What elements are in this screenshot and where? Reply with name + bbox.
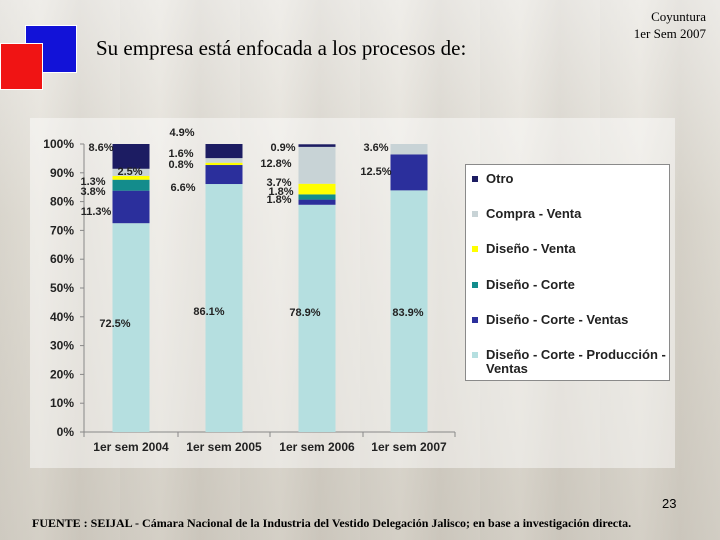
data-label: 3.8% (80, 186, 105, 198)
x-tick-label: 1er sem 2006 (279, 440, 355, 454)
data-label: 3.6% (363, 142, 388, 154)
data-label: 1.6% (168, 148, 193, 160)
y-tick-label: 10% (50, 396, 74, 410)
legend-swatch (472, 176, 478, 182)
x-tick-label: 1er sem 2004 (93, 440, 169, 454)
data-label: 12.8% (260, 158, 291, 170)
legend-item: Compra - Venta (472, 207, 670, 221)
data-label: 1.8% (266, 194, 291, 206)
legend-swatch (472, 317, 478, 323)
legend-item: Diseño - Corte (472, 278, 670, 292)
bar-segment (298, 146, 336, 184)
chart-legend: Otro Compra - Venta Diseño - Venta Diseño -… (465, 164, 670, 381)
y-tick-label: 90% (50, 166, 74, 180)
y-tick-label: 40% (50, 310, 74, 324)
bar-segment (205, 144, 243, 159)
y-tick-label: 20% (50, 367, 74, 381)
data-label: 86.1% (193, 306, 224, 318)
data-label: 72.5% (99, 318, 130, 330)
page-number: 23 (662, 496, 677, 511)
bar-segment (112, 168, 150, 176)
bar-segment (205, 165, 243, 185)
legend-swatch (472, 352, 478, 358)
red-square-decoration (0, 43, 43, 90)
data-label: 3.7% (266, 177, 291, 189)
y-tick-label: 0% (57, 425, 75, 439)
bar-segment (205, 184, 243, 432)
data-label: 4.9% (169, 127, 194, 139)
source-note: FUENTE : SEIJAL - Cámara Nacional de la … (32, 516, 632, 530)
bar-segment (390, 144, 428, 155)
period-badge-line2: 1er Sem 2007 (633, 26, 706, 41)
legend-swatch (472, 211, 478, 217)
bar-segment (205, 162, 243, 166)
bar-segment (112, 223, 150, 432)
y-tick-label: 30% (50, 339, 74, 353)
bar-segment (298, 144, 336, 147)
period-badge-line1: Coyuntura (651, 9, 706, 24)
x-tick-label: 1er sem 2007 (371, 440, 447, 454)
legend-label: Diseño - Corte - Ventas (486, 312, 629, 327)
bar-segment (298, 194, 336, 200)
period-badge: Coyuntura 1er Sem 2007 (634, 8, 706, 42)
y-tick-label: 80% (50, 195, 74, 209)
bar-segment (298, 199, 336, 205)
y-tick-label: 60% (50, 252, 74, 266)
data-label: 78.9% (289, 307, 320, 319)
legend-label: Diseño - Corte (486, 277, 575, 292)
data-label: 11.3% (81, 206, 112, 218)
bar-segment (390, 154, 428, 191)
legend-label: Diseño - Corte - Producción - Ventas (486, 347, 666, 376)
legend-item: Diseño - Venta (472, 242, 670, 256)
legend-item: Otro (472, 172, 670, 186)
bar-segment (298, 183, 336, 195)
legend-item: Diseño - Corte - Ventas (472, 313, 670, 327)
bar-segment (298, 204, 336, 432)
bar-segment (112, 190, 150, 224)
data-label: 8.6% (88, 142, 113, 154)
data-label: 83.9% (392, 307, 423, 319)
y-tick-label: 70% (50, 223, 74, 237)
bar-segment (390, 190, 428, 432)
legend-swatch (472, 282, 478, 288)
data-label: 0.8% (168, 159, 193, 171)
legend-label: Otro (486, 171, 514, 186)
legend-label: Diseño - Venta (486, 241, 576, 256)
legend-label: Compra - Venta (486, 206, 582, 221)
bar-segment (112, 175, 150, 180)
y-tick-label: 50% (50, 281, 74, 295)
data-label: 6.6% (170, 182, 195, 194)
data-label: 1.8% (268, 186, 293, 198)
bar-segment (112, 144, 150, 169)
legend-item: Diseño - Corte - Producción - Ventas (472, 348, 670, 376)
page-title: Su empresa está enfocada a los procesos … (96, 36, 467, 60)
data-label: 2.5% (117, 166, 142, 178)
legend-swatch (472, 246, 478, 252)
y-tick-label: 100% (43, 137, 74, 151)
x-tick-label: 1er sem 2005 (186, 440, 262, 454)
data-label: 1.3% (80, 176, 105, 188)
data-label: 12.5% (360, 166, 391, 178)
data-label: 0.9% (270, 142, 295, 154)
bar-segment (112, 179, 150, 191)
bar-segment (205, 158, 243, 163)
